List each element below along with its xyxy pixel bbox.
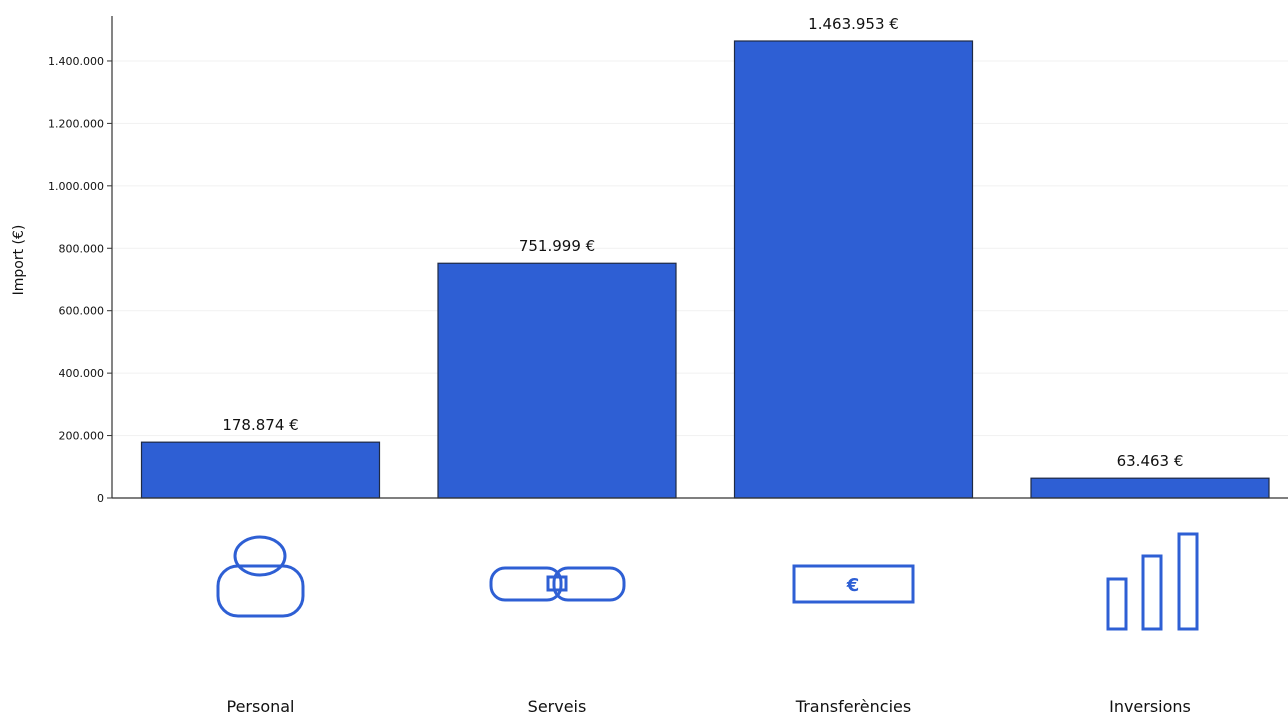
y-ticks: 0 200.000 400.000 600.000 800.000 1.000.000 1.… — [48, 55, 112, 505]
category-label: Serveis — [528, 697, 587, 715]
bar-transfer-ncies — [733, 40, 974, 499]
euro-banknote-icon: € — [792, 564, 915, 604]
category-label: Inversions — [1109, 697, 1191, 715]
data-label: 751.999 € — [519, 237, 595, 255]
data-label: 178.874 € — [222, 416, 298, 434]
axes — [111, 16, 1288, 499]
data-label: 1.463.953 € — [808, 15, 899, 33]
y-axis-title: Import (€) — [11, 225, 27, 296]
bar-personal — [140, 441, 381, 499]
y-tick-label: 800.000 — [59, 242, 105, 255]
bar-inversions — [1030, 477, 1270, 499]
bars — [140, 40, 1270, 499]
y-tick-label: 400.000 — [59, 367, 105, 380]
bar-growth-icon — [1106, 532, 1199, 631]
data-labels: 178.874 € 751.999 € 1.463.953 € 63.463 € — [222, 15, 1183, 470]
person-icon — [216, 535, 305, 618]
category-labels: Personal Serveis Transferències Inversions — [226, 697, 1190, 715]
category-label: Transferències — [795, 697, 911, 715]
bar-serveis — [437, 262, 677, 499]
y-tick-label: 1.200.000 — [48, 117, 104, 130]
y-tick-label: 0 — [97, 492, 104, 505]
y-tick-label: 1.400.000 — [48, 55, 104, 68]
gridlines — [112, 60, 1288, 437]
y-tick-label: 200.000 — [59, 430, 105, 443]
category-icons: € — [216, 532, 1199, 631]
y-tick-label: 1.000.000 — [48, 180, 104, 193]
y-tick-label: 600.000 — [59, 305, 105, 318]
handshake-icon — [489, 566, 626, 602]
svg-text:€: € — [846, 575, 860, 596]
category-label: Personal — [226, 697, 294, 715]
data-label: 63.463 € — [1117, 452, 1184, 470]
